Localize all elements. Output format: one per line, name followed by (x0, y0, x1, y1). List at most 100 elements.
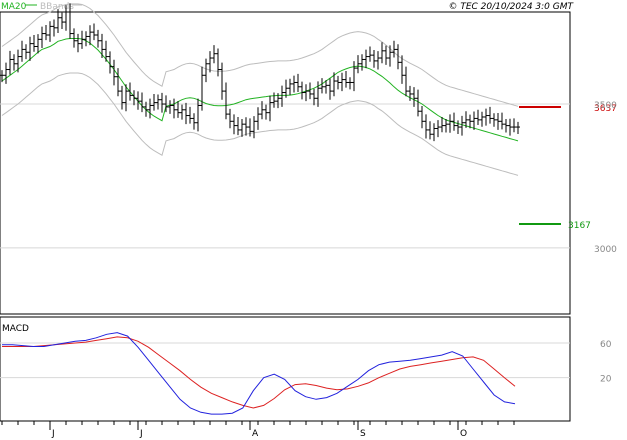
ohlc-bar (416, 89, 420, 117)
ohlc-bar (280, 85, 284, 107)
ohlc-bar (372, 49, 376, 68)
x-tick-label: O (460, 429, 467, 439)
price-tick-label: 3500 (594, 101, 617, 111)
ohlc-bar (240, 118, 244, 137)
ohlc-bar (60, 12, 64, 29)
ohlc-bar (276, 93, 280, 109)
ohlc-bar (132, 90, 136, 106)
ohlc-bar (120, 85, 124, 110)
ohlc-bar (172, 98, 176, 119)
ohlc-bar (440, 116, 444, 133)
ohlc-bar (208, 51, 212, 73)
ohlc-bar (268, 95, 272, 122)
ohlc-bar (264, 104, 268, 120)
macd-panel-frame (0, 316, 571, 422)
ohlc-bar (360, 54, 364, 71)
ohlc-bar (508, 118, 512, 136)
ohlc-bar (332, 72, 336, 97)
ohlc-bar (140, 92, 144, 113)
ohlc-bar (328, 78, 332, 100)
ohlc-bar (480, 111, 484, 127)
ohlc-bar (4, 62, 8, 84)
ohlc-bar (232, 114, 236, 135)
ma-legend-label: MA20 (1, 2, 27, 12)
ohlc-bar (220, 62, 224, 100)
macd-panel: MACD (0, 316, 571, 422)
ohlc-bar (388, 45, 392, 67)
ohlc-bar (72, 28, 76, 48)
ohlc-bar (92, 23, 96, 41)
ohlc-bar (104, 40, 108, 62)
copyright-text: © TEC 20/10/2024 3:0 GMT (448, 2, 574, 12)
ohlc-bar (152, 93, 156, 111)
ohlc-bar (384, 45, 388, 65)
ohlc-bar (456, 120, 460, 134)
ohlc-bar (396, 44, 400, 70)
ohlc-bar (400, 55, 404, 84)
x-tick-label: S (360, 429, 366, 439)
ohlc-bar (316, 81, 320, 107)
macd-signal-line (2, 336, 516, 409)
ohlc-bar (124, 84, 128, 112)
support-label: 3167 (568, 221, 591, 231)
ohlc-bar (100, 33, 104, 59)
ma20-line (1, 38, 519, 142)
ohlc-bar (32, 35, 36, 52)
ohlc-bar (52, 19, 56, 37)
ohlc-bar (492, 113, 496, 127)
ohlc-bar (488, 106, 492, 124)
ohlc-bar (308, 82, 312, 100)
ohlc-bar (96, 29, 100, 48)
price-tick-label: 3000 (594, 245, 617, 255)
ohlc-bar (420, 106, 424, 129)
ohlc-bar (312, 88, 316, 106)
ohlc-bar (108, 51, 112, 74)
ohlc-bar (64, 5, 68, 31)
ohlc-bar (44, 24, 48, 41)
ohlc-bar (128, 82, 132, 101)
ohlc-bar (216, 48, 220, 77)
ohlc-bar (444, 118, 448, 133)
ohlc-bar (296, 73, 300, 92)
ohlc-bar (228, 108, 232, 129)
macd-title: MACD (2, 324, 29, 334)
ohlc-bar (68, 3, 72, 39)
ohlc-bar (236, 116, 240, 136)
x-tick-label: J (51, 429, 55, 439)
ohlc-bar (352, 61, 356, 92)
ohlc-bar (300, 81, 304, 100)
ohlc-bar (20, 40, 24, 62)
ohlc-bar (452, 112, 456, 131)
ohlc-bar (188, 106, 192, 124)
ohlc-bar (184, 102, 188, 125)
ohlc-bar (200, 66, 204, 111)
ohlc-bar (136, 91, 140, 110)
ohlc-bar (224, 82, 228, 120)
ohlc-bar (148, 98, 152, 119)
ohlc-bar (36, 34, 40, 54)
x-tick-label: J (139, 429, 143, 439)
ohlc-bar (424, 114, 428, 139)
bbands-lower-line (1, 72, 519, 176)
ohlc-bar (164, 95, 168, 113)
ohlc-bar (404, 66, 408, 97)
ohlc-bar (0, 70, 4, 83)
bbands-upper-line (1, 3, 519, 107)
ohlc-bar (412, 87, 416, 107)
ohlc-bar (204, 58, 208, 83)
ohlc-bar (484, 108, 488, 126)
ohlc-bar (344, 70, 348, 88)
ohlc-bar (196, 98, 200, 132)
ohlc-bar (116, 68, 120, 97)
ohlc-bar (284, 79, 288, 98)
ohlc-bar (516, 121, 520, 134)
ohlc-bar (80, 30, 84, 49)
ohlc-bar (272, 92, 276, 108)
ohlc-bar (448, 114, 452, 133)
ohlc-bar (476, 109, 480, 126)
ohlc-bar (180, 104, 184, 120)
ohlc-bar (244, 117, 248, 136)
macd-line (2, 332, 516, 415)
ohlc-bar (356, 55, 360, 74)
